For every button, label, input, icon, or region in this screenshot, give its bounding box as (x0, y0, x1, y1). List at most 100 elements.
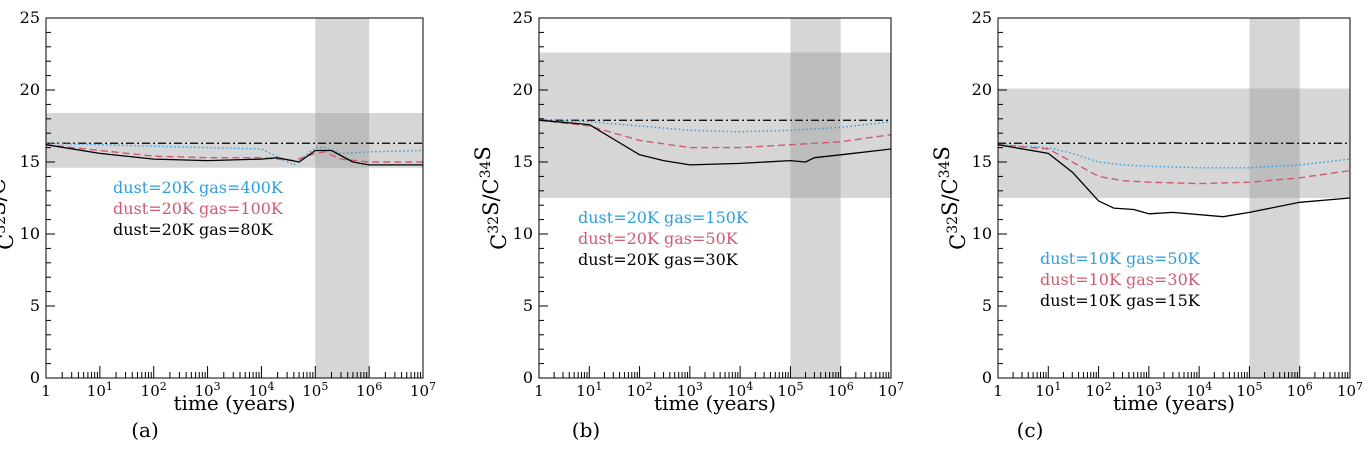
x-tick-label: 102 (1086, 380, 1112, 400)
y-tick-label: 10 (20, 224, 40, 243)
y-axis-label: C32S/C34S (471, 146, 511, 250)
y-tick-label: 15 (20, 152, 40, 171)
x-tick-label: 1 (41, 382, 51, 400)
x-axis-label: time (years) (173, 391, 295, 415)
legend-entry-red: dust=10K gas=30K (1040, 270, 1201, 289)
legend-entry-black: dust=20K gas=80K (113, 220, 274, 239)
y-tick-label: 15 (513, 152, 533, 171)
y-label-text: S (930, 146, 954, 160)
series-line-black (538, 119, 892, 166)
caption-b: (b) (571, 418, 601, 442)
y-label-superscript: 34 (937, 160, 953, 178)
series-line-black (997, 144, 1351, 218)
x-tick-label: 106 (1287, 380, 1313, 400)
x-tick-exponent: 2 (646, 380, 653, 393)
y-label-text: S/C (938, 178, 962, 216)
y-tick-label: 25 (972, 8, 992, 27)
x-axis-label: time (years) (654, 391, 776, 415)
x-tick-label: 105 (777, 380, 803, 400)
y-tick-label: 5 (982, 296, 992, 315)
legend-entry-red: dust=20K gas=100K (113, 199, 284, 218)
y-label-text: S (0, 146, 2, 160)
y-axis-label: C32S/C34S (930, 146, 970, 250)
y-tick-label: 0 (523, 368, 533, 387)
x-tick-exponent: 6 (1306, 380, 1313, 393)
legend-entry-black: dust=20K gas=30K (578, 250, 739, 269)
y-tick-label: 0 (30, 368, 40, 387)
y-label-superscript: 34 (0, 160, 1, 178)
x-tick-label: 105 (302, 380, 328, 400)
time-band (315, 18, 370, 378)
legend-entry-blue: dust=20K gas=400K (113, 178, 284, 197)
x-tick-exponent: 7 (1356, 380, 1363, 393)
x-tick-exponent: 5 (796, 380, 803, 393)
x-tick-label: 102 (141, 380, 167, 400)
y-axis-label: C32S/C34S (0, 146, 18, 250)
band-overlap (790, 52, 841, 199)
x-tick-exponent: 4 (1205, 380, 1212, 393)
x-axis-label: time (years) (1113, 391, 1235, 415)
legend-entry-blue: dust=10K gas=50K (1040, 249, 1201, 268)
y-label-superscript: 34 (478, 160, 494, 178)
y-label-text: S/C (479, 178, 503, 216)
x-tick-label: 106 (356, 380, 382, 400)
series-line-red (997, 144, 1351, 185)
x-tick-exponent: 4 (267, 380, 274, 393)
y-tick-label: 10 (972, 224, 992, 243)
plot-frame (538, 17, 892, 379)
caption-a: (a) (131, 418, 159, 442)
y-tick-label: 15 (972, 152, 992, 171)
y-tick-label: 20 (513, 80, 533, 99)
y-label-superscript: 32 (945, 216, 961, 234)
x-tick-exponent: 3 (214, 380, 221, 393)
x-tick-label: 101 (576, 380, 602, 400)
x-tick-exponent: 5 (321, 380, 328, 393)
y-tick-label: 25 (513, 8, 533, 27)
x-tick-label: 102 (627, 380, 653, 400)
x-tick-label: 105 (1236, 380, 1262, 400)
legend-entry-red: dust=20K gas=50K (578, 229, 739, 248)
legend-entry-blue: dust=20K gas=150K (578, 208, 749, 227)
x-tick-exponent: 7 (429, 380, 436, 393)
x-tick-exponent: 6 (375, 380, 382, 393)
y-tick-label: 20 (20, 80, 40, 99)
y-tick-label: 5 (523, 296, 533, 315)
y-label-text: C (0, 234, 18, 250)
x-tick-label: 1 (993, 382, 1003, 400)
x-tick-exponent: 1 (595, 380, 602, 393)
x-tick-exponent: 3 (1155, 380, 1162, 393)
series-line-red (538, 119, 892, 149)
y-tick-label: 10 (513, 224, 533, 243)
x-tick-label: 107 (878, 380, 904, 400)
caption-c: (c) (1016, 418, 1044, 442)
plot-frame (997, 17, 1351, 379)
y-label-superscript: 32 (486, 216, 502, 234)
x-tick-label: 1 (534, 382, 544, 400)
x-tick-exponent: 6 (847, 380, 854, 393)
x-tick-exponent: 1 (106, 380, 113, 393)
x-tick-label: 107 (1337, 380, 1363, 400)
x-tick-exponent: 7 (897, 380, 904, 393)
series-line-black (45, 144, 423, 166)
series-line-blue (538, 119, 892, 133)
x-tick-exponent: 5 (1255, 380, 1262, 393)
plot-frame (45, 17, 424, 379)
y-tick-label: 0 (982, 368, 992, 387)
x-tick-exponent: 3 (696, 380, 703, 393)
legend-entry-black: dust=10K gas=15K (1040, 291, 1201, 310)
x-tick-label: 101 (87, 380, 113, 400)
y-label-text: S (471, 146, 495, 160)
y-label-text: C (487, 234, 511, 250)
y-label-superscript: 32 (0, 216, 9, 234)
y-label-text: C (946, 234, 970, 250)
x-tick-exponent: 2 (1105, 380, 1112, 393)
y-tick-label: 25 (20, 8, 40, 27)
series-line-blue (997, 144, 1351, 169)
x-tick-exponent: 1 (1054, 380, 1061, 393)
x-tick-label: 107 (410, 380, 436, 400)
x-tick-exponent: 2 (160, 380, 167, 393)
